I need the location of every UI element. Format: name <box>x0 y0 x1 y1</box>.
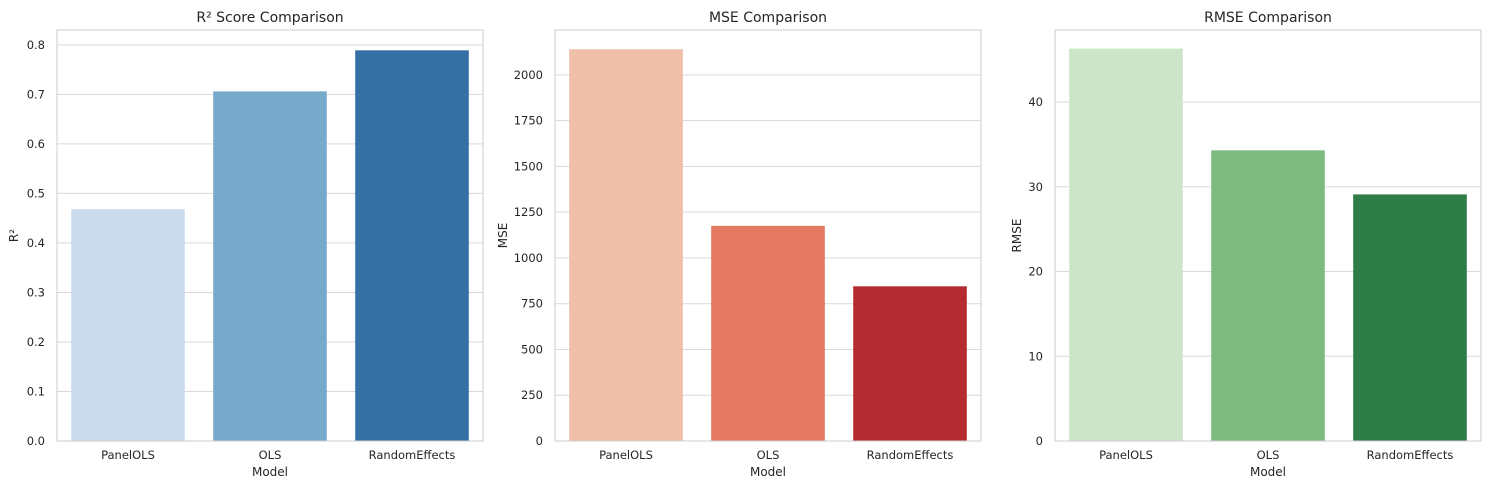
x-tick-label: RandomEffects <box>867 448 954 462</box>
y-tick-label: 1750 <box>514 114 543 128</box>
x-tick-label: PanelOLS <box>599 448 653 462</box>
plot-frame <box>56 29 484 442</box>
y-tick-label: 1250 <box>514 205 543 219</box>
y-tick-label: 750 <box>521 297 543 311</box>
y-tick-label: 0.7 <box>27 87 45 101</box>
y-tick-label: 20 <box>1028 265 1043 279</box>
x-tick-label: OLS <box>757 448 780 462</box>
y-tick-label: 0.0 <box>27 434 45 448</box>
x-tick-label: PanelOLS <box>101 448 155 462</box>
y-tick-label: 1500 <box>514 159 543 173</box>
y-tick-label: 1000 <box>514 251 543 265</box>
y-tick-label: 0 <box>536 434 543 448</box>
x-axis-label: Model <box>252 465 288 479</box>
y-tick-label: 0.2 <box>27 335 45 349</box>
y-tick-label: 500 <box>521 342 543 356</box>
bar-randomeffects <box>1353 194 1467 441</box>
x-tick-label: RandomEffects <box>1367 448 1454 462</box>
plot-frame <box>1054 29 1482 442</box>
bar-ols <box>1211 150 1325 441</box>
bar-ols <box>711 225 825 441</box>
y-tick-label: 0.3 <box>27 285 45 299</box>
y-tick-label: 0 <box>1036 434 1043 448</box>
chart-title: MSE Comparison <box>709 10 827 26</box>
bar-randomeffects <box>355 50 469 442</box>
y-tick-label: 0.6 <box>27 137 45 151</box>
x-tick-label: RandomEffects <box>369 448 456 462</box>
chart-panel-1: 0.0 0.1 0.2 0.3 0.4 0.5 0.6 0.7 0.8 PanelOLS OLS Ra… <box>7 10 484 479</box>
y-axis-label: RMSE <box>1010 219 1024 253</box>
bar-panelols <box>71 209 185 441</box>
x-tick-label: PanelOLS <box>1099 448 1153 462</box>
chart-title: RMSE Comparison <box>1204 10 1332 26</box>
y-tick-label: 250 <box>521 388 543 402</box>
y-tick-label: 2000 <box>514 68 543 82</box>
y-tick-label: 0.5 <box>27 186 45 200</box>
y-tick-label: 0.8 <box>27 38 45 52</box>
x-tick-label: OLS <box>259 448 282 462</box>
x-axis-label: Model <box>750 465 786 479</box>
y-tick-label: 0.1 <box>27 384 45 398</box>
chart-panel-3: 0 10 20 30 40 PanelOLS OLS RandomEffects RMSE Co… <box>1010 10 1482 479</box>
y-axis-label: MSE <box>496 223 510 249</box>
y-axis-label: R² <box>7 229 21 242</box>
x-axis-label: Model <box>1250 465 1286 479</box>
chart-panel-2: 0 250 500 750 1000 1250 1500 1750 2000 PanelOLS OL… <box>496 10 982 479</box>
bar-panelols <box>569 49 683 441</box>
y-tick-label: 0.4 <box>27 236 45 250</box>
x-tick-label: OLS <box>1257 448 1280 462</box>
y-tick-label: 40 <box>1028 95 1043 109</box>
plot-frame <box>554 29 982 442</box>
y-tick-label: 10 <box>1028 349 1043 363</box>
bar-randomeffects <box>853 286 967 441</box>
y-tick-label: 30 <box>1028 180 1043 194</box>
chart-title: R² Score Comparison <box>196 10 343 26</box>
bar-panelols <box>1069 48 1183 441</box>
bar-ols <box>213 91 327 442</box>
